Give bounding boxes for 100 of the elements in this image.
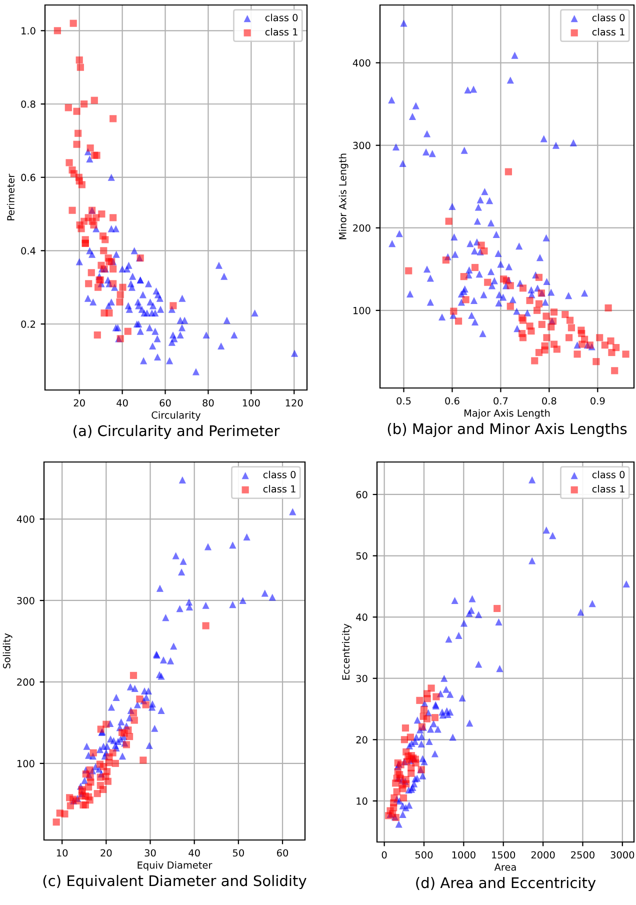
x-tick-label: 2500 (571, 851, 594, 859)
point (535, 274, 543, 281)
point (202, 622, 210, 630)
point (92, 214, 100, 222)
point (406, 734, 414, 741)
point (548, 323, 555, 330)
point (566, 316, 574, 324)
point (622, 350, 630, 358)
point (553, 346, 560, 353)
point (535, 348, 543, 356)
y-tick-label: 0.4 (21, 247, 36, 254)
point (494, 604, 501, 612)
point (607, 337, 614, 344)
x-tick-label: 120 (286, 399, 303, 407)
point (109, 749, 116, 756)
point (423, 715, 431, 722)
y-tick-label: 100 (17, 760, 34, 768)
point (450, 308, 458, 315)
x-tick-label: 20 (100, 849, 112, 857)
point (130, 709, 138, 716)
x-tick-label: 2000 (531, 851, 555, 859)
y-tick-label: 0.2 (21, 320, 35, 328)
point (90, 221, 98, 229)
y-tick-label: 300 (353, 142, 370, 150)
x-tick-label: 30 (144, 849, 156, 857)
point (543, 334, 550, 342)
y-tick-label: 100 (353, 306, 370, 314)
y-tick-label: 200 (17, 678, 34, 686)
point (431, 714, 438, 722)
point (78, 792, 86, 800)
point (416, 696, 424, 704)
point (66, 159, 73, 166)
point (462, 296, 470, 304)
x-tick-label: 80 (202, 399, 214, 407)
point (73, 140, 80, 148)
point (428, 684, 435, 692)
point (76, 64, 84, 71)
point (86, 144, 94, 152)
x-tick-label: 0.5 (396, 397, 411, 405)
legend-label: class 0 (265, 14, 298, 22)
point (471, 264, 479, 272)
point (454, 318, 462, 325)
point (68, 206, 76, 214)
y-tick-label: 30 (356, 674, 368, 682)
point (74, 130, 82, 137)
point (142, 701, 150, 708)
legend-label: class 1 (265, 28, 298, 36)
point (574, 350, 581, 358)
y-axis-title: Minor Axis Length (338, 154, 348, 240)
y-axis-title: Eccentricity (342, 624, 352, 680)
x-tick-label: 1500 (492, 851, 516, 859)
point (136, 696, 144, 703)
point (140, 756, 147, 764)
point (506, 282, 514, 290)
point (100, 247, 108, 254)
point (124, 328, 132, 335)
x-tick-label: 1000 (452, 851, 476, 859)
y-tick-label: 10 (356, 797, 368, 805)
legend-label: class 0 (592, 470, 625, 478)
y-tick-label: 200 (353, 224, 370, 232)
y-tick-label: 50 (356, 552, 368, 560)
point (110, 214, 117, 222)
point (432, 693, 440, 700)
y-tick-label: 0.6 (21, 174, 36, 182)
point (445, 218, 452, 225)
point (61, 810, 68, 818)
point (54, 27, 61, 34)
y-axis-title: Solidity (2, 633, 12, 668)
y-tick-label: 40 (356, 614, 368, 621)
x-tick-label: 40 (188, 849, 200, 857)
x-tick-label: 60 (277, 849, 288, 857)
point (112, 760, 119, 767)
point (90, 96, 98, 104)
point (566, 334, 573, 342)
point (519, 316, 527, 324)
point (116, 291, 124, 298)
point (76, 56, 83, 64)
point (78, 181, 86, 188)
y-tick-label: 300 (17, 596, 34, 604)
point (130, 672, 138, 679)
point (604, 304, 612, 312)
legend-label: class 1 (592, 28, 624, 36)
point (484, 278, 492, 286)
point (568, 324, 576, 332)
point (424, 695, 431, 702)
point (116, 298, 124, 306)
point (119, 284, 126, 291)
point (519, 284, 527, 292)
point (88, 269, 95, 276)
point (94, 790, 101, 798)
point (84, 784, 92, 791)
point (596, 334, 604, 342)
point (94, 284, 102, 291)
text: (c) Equivalent Diameter and Solidity (43, 874, 306, 890)
x-tick-label: 10 (56, 849, 68, 857)
point (118, 728, 126, 736)
point (405, 267, 412, 274)
point (390, 804, 398, 812)
text: (a) Circularity and Perimeter (74, 424, 280, 440)
point (104, 778, 112, 785)
